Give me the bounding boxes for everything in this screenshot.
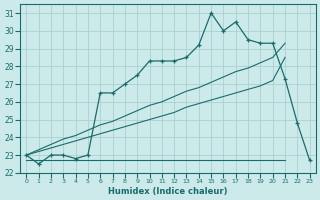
X-axis label: Humidex (Indice chaleur): Humidex (Indice chaleur) [108,187,228,196]
